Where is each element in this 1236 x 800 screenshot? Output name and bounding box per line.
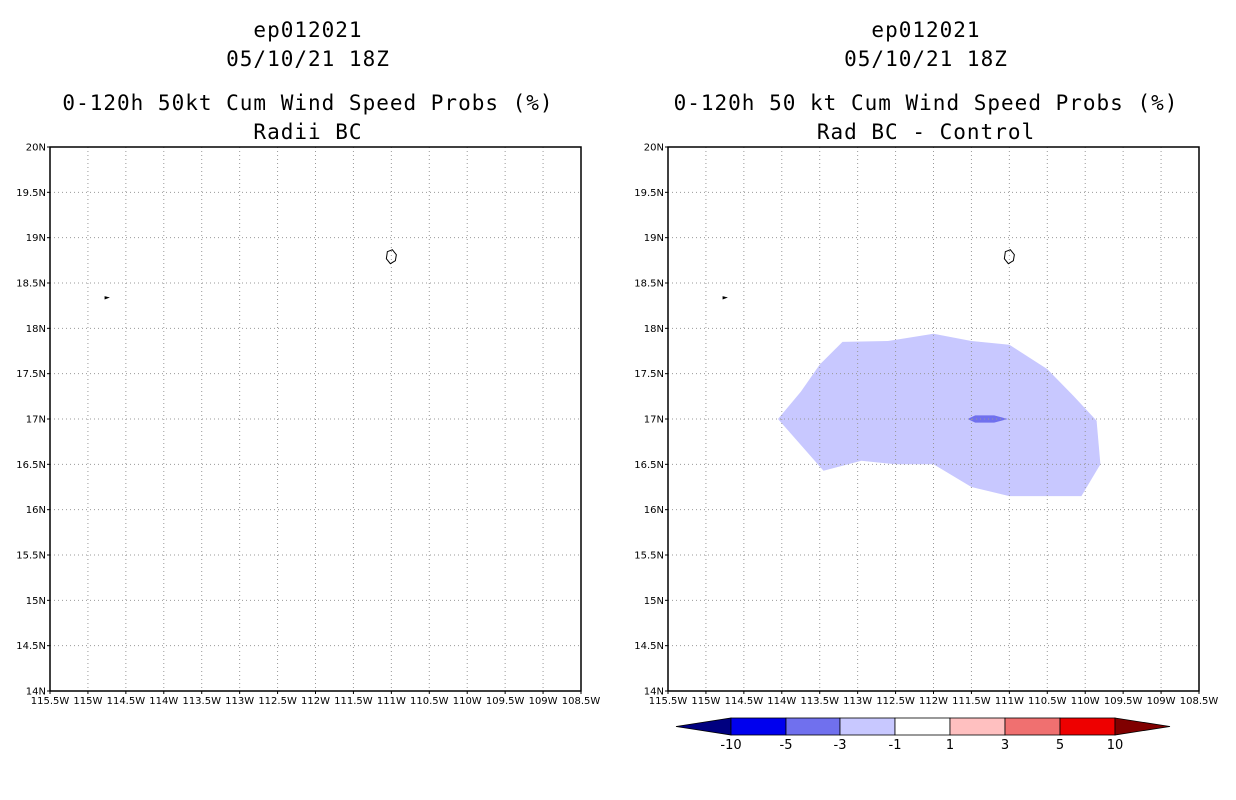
colorbar-swatch-high — [1114, 717, 1171, 736]
right-lat-label: 17.5N — [634, 369, 664, 380]
left-lon-label: 114W — [149, 696, 178, 707]
right-lat-label: 16N — [644, 505, 664, 516]
right-lat-label: 17N — [644, 415, 664, 426]
right-lon-label: 111.5W — [952, 696, 991, 707]
left-lat-label: 17.5N — [16, 369, 46, 380]
right-lat-label: 14.5N — [634, 641, 664, 652]
right-lon-label: 114W — [767, 696, 796, 707]
colorbar-label: 3 — [1001, 738, 1009, 753]
right-lon-label: 110.5W — [1028, 696, 1067, 707]
left-lon-label: 115.5W — [31, 696, 70, 707]
left-storm-id: ep012021 — [253, 18, 363, 42]
right-lat-label: 19N — [644, 233, 664, 244]
left-lat-label: 16N — [26, 505, 46, 516]
right-san-benedicto-island — [722, 296, 728, 300]
colorbar-label: -1 — [889, 738, 902, 753]
left-lat-label: 16.5N — [16, 460, 46, 471]
right-title: 0-120h 50 kt Cum Wind Speed Probs (%) — [673, 91, 1179, 115]
left-lat-label: 18N — [26, 324, 46, 335]
left-lon-label: 115W — [73, 696, 102, 707]
right-lat-label: 16.5N — [634, 460, 664, 471]
right-lon-label: 112W — [919, 696, 948, 707]
right-lon-label: 109W — [1147, 696, 1176, 707]
colorbar-label: -3 — [834, 738, 847, 753]
left-lat-label: 18.5N — [16, 279, 46, 290]
left-title: 0-120h 50kt Cum Wind Speed Probs (%) — [62, 91, 554, 115]
colorbar-swatch — [785, 717, 841, 736]
left-lon-label: 112W — [301, 696, 330, 707]
left-lon-label: 109.5W — [486, 696, 525, 707]
left-lat-label: 14N — [26, 687, 46, 698]
right-subtitle: Rad BC - Control — [816, 120, 1036, 144]
left-lat-label: 19N — [26, 233, 46, 244]
left-lon-label: 111.5W — [334, 696, 373, 707]
right-prob-diff-area — [778, 333, 1101, 497]
left-lat-label: 14.5N — [16, 641, 46, 652]
right-lat-label: 14N — [644, 687, 664, 698]
right-lon-label: 108.5W — [1180, 696, 1219, 707]
left-lat-label: 15.5N — [16, 551, 46, 562]
right-lon-label: 114.5W — [725, 696, 764, 707]
left-socorro-island — [385, 249, 397, 265]
right-map-frame — [667, 146, 1200, 692]
right-datetime: 05/10/21 18Z — [844, 47, 1008, 71]
left-lon-label: 111W — [377, 696, 406, 707]
left-lat-label: 17N — [26, 415, 46, 426]
right-prob-diff-core — [967, 415, 1008, 423]
colorbar: -10 -5 -3 -1 1 3 5 10 — [675, 717, 1171, 753]
colorbar-swatch — [1004, 717, 1061, 736]
left-lon-label: 108.5W — [562, 696, 601, 707]
right-socorro-island — [1003, 249, 1015, 265]
right-lon-label: 113W — [843, 696, 872, 707]
colorbar-label: -10 — [720, 738, 741, 753]
right-map: 115.5W 115W 114.5W 114W 113.5W 113W 112.5W 112W… — [634, 143, 1218, 708]
left-san-benedicto-island — [104, 296, 110, 300]
left-lon-label: 113W — [225, 696, 254, 707]
right-lat-label: 19.5N — [634, 188, 664, 199]
colorbar-swatch — [894, 717, 951, 736]
left-subtitle: Radii BC — [253, 120, 363, 144]
right-lon-label: 111W — [995, 696, 1024, 707]
right-lon-label: 113.5W — [800, 696, 839, 707]
right-lat-label: 18.5N — [634, 279, 664, 290]
left-lon-label: 110.5W — [410, 696, 449, 707]
colorbar-swatch — [949, 717, 1006, 736]
colorbar-label: 5 — [1056, 738, 1064, 753]
right-lon-label: 115W — [691, 696, 720, 707]
colorbar-swatch — [730, 717, 787, 736]
left-lon-label: 112.5W — [258, 696, 297, 707]
left-lat-label: 15N — [26, 596, 46, 607]
left-lat-label: 19.5N — [16, 188, 46, 199]
right-lon-label: 112.5W — [876, 696, 915, 707]
colorbar-label: -5 — [780, 738, 793, 753]
right-lat-label: 18N — [644, 324, 664, 335]
left-lon-label: 113.5W — [182, 696, 221, 707]
right-lon-label: 109.5W — [1104, 696, 1143, 707]
right-lat-label: 20N — [644, 143, 664, 154]
colorbar-swatch — [1059, 717, 1116, 736]
left-lon-label: 114.5W — [107, 696, 146, 707]
colorbar-swatch — [839, 717, 896, 736]
right-lon-label: 115.5W — [649, 696, 688, 707]
colorbar-label: 1 — [946, 738, 954, 753]
left-map-frame — [49, 146, 582, 692]
colorbar-swatch-low — [675, 717, 732, 736]
right-lat-label: 15.5N — [634, 551, 664, 562]
left-lon-label: 110W — [453, 696, 482, 707]
right-lat-label: 15N — [644, 596, 664, 607]
right-storm-id: ep012021 — [871, 18, 981, 42]
left-lon-label: 109W — [529, 696, 558, 707]
colorbar-label: 10 — [1107, 738, 1124, 753]
right-lon-label: 110W — [1071, 696, 1100, 707]
left-map: 115.5W 115W 114.5W 114W 113.5W 113W 112.5W 112W… — [16, 143, 600, 708]
left-lat-label: 20N — [26, 143, 46, 154]
left-datetime: 05/10/21 18Z — [226, 47, 390, 71]
